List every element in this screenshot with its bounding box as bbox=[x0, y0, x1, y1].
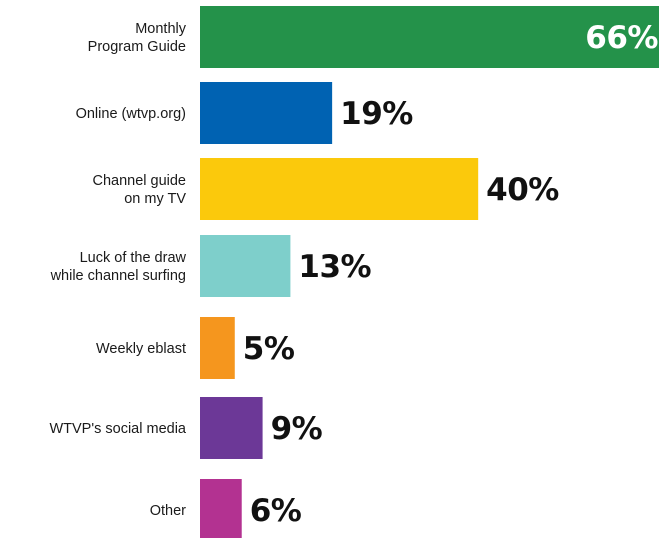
category-label-line: Channel guide bbox=[92, 173, 186, 189]
bar bbox=[200, 158, 479, 220]
category-label-line: while channel surfing bbox=[50, 268, 186, 284]
category-label-line: Online (wtvp.org) bbox=[76, 106, 186, 122]
bar bbox=[200, 6, 659, 68]
category-label-line: on my TV bbox=[124, 191, 186, 207]
category-labels-group: Monthly Program Guide Online (wtvp.org) Cha… bbox=[49, 21, 186, 519]
category-label-line: Monthly bbox=[135, 21, 187, 37]
value-label: 5% bbox=[243, 331, 295, 367]
category-label: Online (wtvp.org) bbox=[76, 106, 186, 122]
category-label-line: WTVP's social media bbox=[49, 421, 186, 437]
bar bbox=[200, 479, 242, 538]
bars-group bbox=[200, 6, 659, 538]
bar bbox=[200, 235, 291, 297]
bar bbox=[200, 397, 263, 459]
bar bbox=[200, 317, 235, 379]
value-label: 6% bbox=[250, 493, 302, 529]
category-label: Weekly eblast bbox=[96, 341, 186, 357]
value-label: 66% bbox=[585, 20, 658, 56]
category-label-line: Program Guide bbox=[88, 39, 186, 55]
category-label-line: Luck of the draw bbox=[80, 250, 187, 266]
category-label: Luck of the draw while channel surfing bbox=[50, 250, 187, 284]
value-labels-group: 66% 19% 40% 13% 5% 9% 6% bbox=[243, 20, 659, 529]
category-label: Monthly Program Guide bbox=[88, 21, 187, 55]
category-label-line: Weekly eblast bbox=[96, 341, 186, 357]
value-label: 40% bbox=[486, 172, 559, 208]
category-label: Other bbox=[150, 503, 186, 519]
value-label: 19% bbox=[340, 96, 413, 132]
value-label: 9% bbox=[271, 411, 323, 447]
category-label: WTVP's social media bbox=[49, 421, 186, 437]
category-label: Channel guide on my TV bbox=[92, 173, 186, 207]
bar bbox=[200, 82, 333, 144]
value-label: 13% bbox=[298, 249, 371, 285]
category-label-line: Other bbox=[150, 503, 186, 519]
